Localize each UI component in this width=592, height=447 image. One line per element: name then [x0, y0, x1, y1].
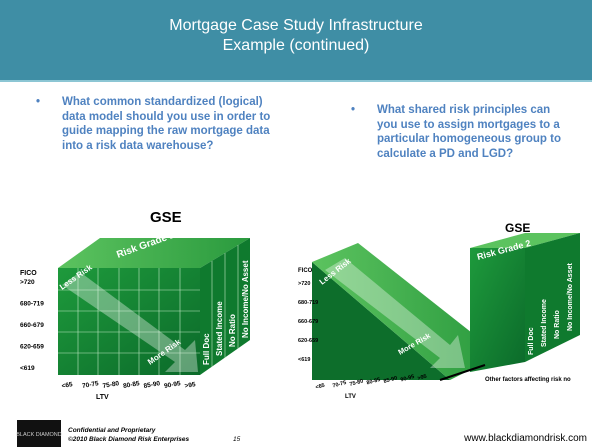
doc-label: Stated Income [541, 299, 548, 347]
doc-label: Full Doc [202, 333, 211, 365]
doc-label: No Income/No Asset [241, 260, 250, 338]
ltv-label: <65 [315, 383, 326, 391]
ltv-label: 80-85 [123, 380, 141, 390]
doc-label: No Income/No Asset [567, 263, 574, 331]
fico-label: <619 [298, 357, 310, 363]
figures: GSERisk Grade 2Less RiskMore RiskFICO>72… [0, 0, 592, 447]
axis-label: FICO [298, 268, 313, 274]
fico-label: 620-659 [298, 338, 318, 344]
fico-label: <619 [20, 365, 35, 372]
fico-label: >720 [20, 279, 35, 286]
doc-label: No Ratio [554, 310, 561, 339]
axis-label: FICO [20, 270, 37, 277]
footer [0, 415, 592, 447]
ltv-label: >95 [184, 381, 196, 390]
fico-label: 680-719 [20, 301, 44, 308]
figure-title: GSE [150, 209, 182, 226]
fico-label: 620-659 [20, 344, 44, 351]
figure-title: GSE [505, 221, 530, 235]
ltv-label: 70-75 [82, 380, 100, 390]
fico-label: 660-679 [298, 319, 318, 325]
other-factors: Other factors affecting risk no [485, 377, 571, 383]
doc-label: Stated Income [215, 301, 224, 356]
axis-label: LTV [96, 394, 109, 401]
axis-label: LTV [345, 394, 356, 400]
fico-label: 660-679 [20, 322, 44, 329]
ltv-label: 85-90 [143, 380, 161, 390]
ltv-label: 70-75 [332, 380, 347, 389]
block-front [470, 248, 525, 372]
doc-label: No Ratio [228, 314, 237, 347]
fico-label: 680-719 [298, 300, 318, 306]
ltv-label: >95 [417, 374, 428, 382]
fico-label: >720 [298, 281, 310, 287]
slide: Mortgage Case Study InfrastructureExampl… [0, 0, 592, 447]
doc-label: Full Doc [528, 327, 535, 355]
ltv-label: 90-95 [164, 380, 182, 390]
ltv-label: 75-80 [102, 380, 120, 390]
ltv-label: <65 [61, 381, 73, 390]
